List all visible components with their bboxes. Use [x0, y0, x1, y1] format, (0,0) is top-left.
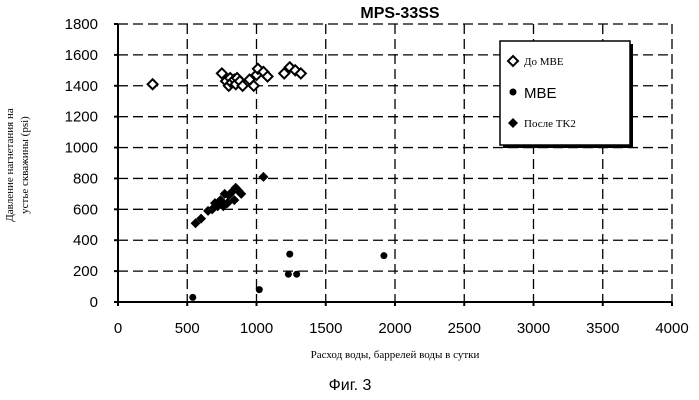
y-tick-label: 1200	[65, 109, 98, 126]
y-axis-label-line-2: устье скважины (psi)	[19, 116, 31, 214]
point-mbe	[189, 294, 196, 301]
x-tick-label: 2500	[448, 320, 481, 337]
legend-shadow-right	[630, 44, 633, 148]
x-tick-label: 500	[175, 320, 200, 337]
chart-title: MPS-33SS	[360, 5, 439, 22]
point-mbe	[293, 271, 300, 278]
point-after-tk2	[258, 172, 268, 182]
filled-circle-icon	[510, 89, 517, 96]
y-tick-label: 0	[90, 294, 98, 311]
x-tick-label: 2000	[378, 320, 411, 337]
x-tick-label: 3500	[586, 320, 619, 337]
y-tick-label: 800	[73, 170, 98, 187]
y-tick-label: 1800	[65, 16, 98, 33]
y-axis-label-line-1: Давление нагнетания на	[4, 108, 16, 222]
legend-shadow-bottom	[503, 145, 633, 148]
x-tick-label: 3000	[517, 320, 550, 337]
x-tick-label: 0	[114, 320, 122, 337]
y-tick-label: 1600	[65, 47, 98, 64]
data-points	[148, 62, 388, 301]
point-mbe	[285, 271, 292, 278]
x-axis-label: Расход воды, баррелей воды в сутки	[311, 349, 480, 361]
figure-caption: Фиг. 3	[329, 377, 372, 394]
y-tick-label: 1000	[65, 140, 98, 157]
y-tick-label: 600	[73, 201, 98, 218]
legend-label-before-mbe: До MBE	[524, 56, 564, 68]
y-tick-labels: 0 200 400 600 800 1000 1200 1400 1600 1800	[65, 16, 98, 311]
y-tick-label: 1400	[65, 78, 98, 95]
legend-label-mbe: MBE	[524, 85, 557, 102]
y-tick-label: 400	[73, 232, 98, 249]
point-mbe	[286, 251, 293, 258]
x-tick-label: 1500	[309, 320, 342, 337]
point-before-mbe	[148, 79, 158, 89]
point-mbe	[380, 252, 387, 259]
x-tick-label: 4000	[655, 320, 688, 337]
x-tick-label: 1000	[240, 320, 273, 337]
point-mbe	[256, 286, 263, 293]
x-tick-labels: 0 500 1000 1500 2000 2500 3000 3500 4000	[114, 320, 689, 337]
legend-label-after-tk2: После TK2	[524, 118, 576, 130]
y-tick-label: 200	[73, 263, 98, 280]
legend: До MBE MBE После TK2	[500, 41, 633, 148]
